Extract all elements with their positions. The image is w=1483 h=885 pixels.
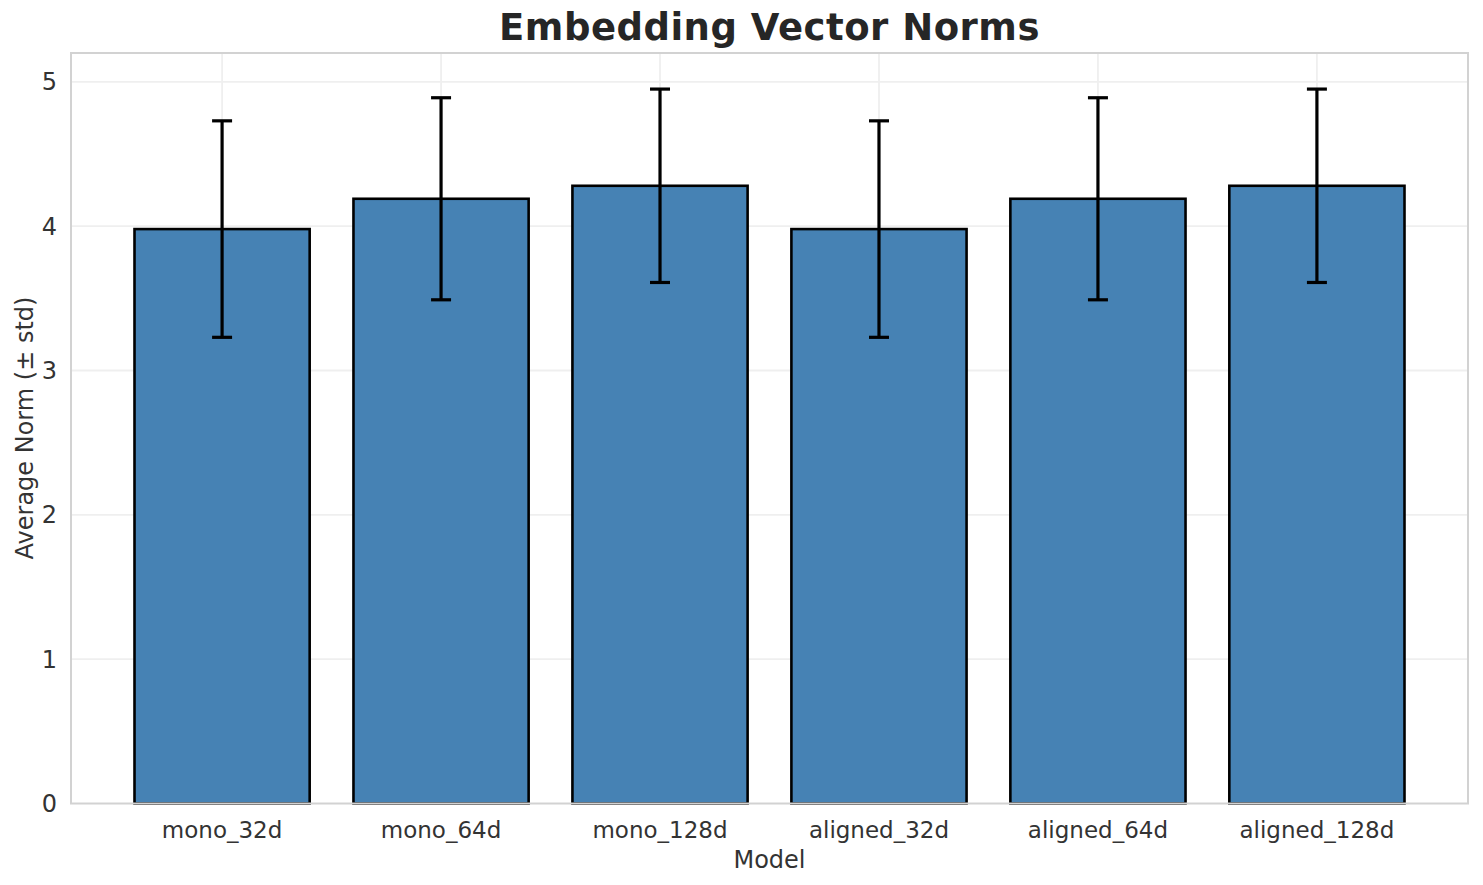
y-tick-label-1: 1 — [42, 646, 57, 674]
x-tick-label-mono_128d: mono_128d — [592, 817, 727, 843]
chart-title: Embedding Vector Norms — [71, 6, 1468, 49]
y-tick-label-5: 5 — [42, 68, 57, 96]
bar-chart-canvas: 0 1 2 3 4 5 mono_32d mono_64d mono_128d aligned_3… — [0, 0, 1483, 885]
x-tick-label-mono_32d: mono_32d — [162, 817, 283, 843]
y-tick-label-4: 4 — [42, 213, 57, 241]
y-tick-label-0: 0 — [42, 790, 57, 818]
x-tick-label-aligned_128d: aligned_128d — [1240, 817, 1395, 843]
y-axis-label: Average Norm (± std) — [11, 297, 39, 560]
figure: 0 1 2 3 4 5 mono_32d mono_64d mono_128d aligned_3… — [0, 0, 1483, 885]
y-tick-label-2: 2 — [42, 501, 57, 529]
x-tick-label-aligned_64d: aligned_64d — [1028, 817, 1168, 843]
y-tick-label-3: 3 — [42, 357, 57, 385]
x-tick-label-mono_64d: mono_64d — [381, 817, 502, 843]
x-axis-label: Model — [71, 846, 1468, 874]
x-tick-label-aligned_32d: aligned_32d — [809, 817, 949, 843]
